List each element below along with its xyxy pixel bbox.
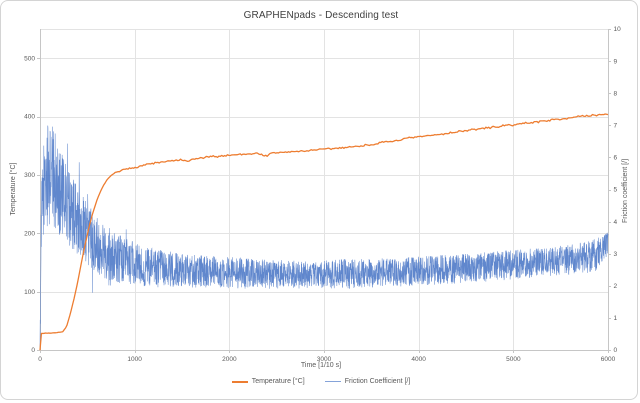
y-left-tick-label: 100 (24, 289, 35, 296)
x-tick-label: 5000 (506, 356, 521, 363)
legend-item-friction[interactable]: Friction Coefficient [/] (324, 378, 411, 385)
y-right-tick-label: 10 (614, 26, 622, 33)
y-left-tick-label: 400 (24, 114, 35, 121)
y-right-tick-label: 4 (614, 219, 618, 226)
y-right-tick-label: 9 (614, 58, 618, 65)
y-left-tick-label: 0 (31, 347, 35, 354)
y-right-tick-label: 5 (614, 187, 618, 194)
chart-title: GRAPHENpads - Descending test (243, 10, 399, 21)
legend-item-temperature[interactable]: Temperature [°C] (231, 378, 305, 385)
y-axis-title-left: Temperature [°C] (10, 162, 17, 216)
friction-line-swatch (324, 381, 341, 382)
gridlines (40, 29, 609, 350)
y-left-tick-label: 200 (24, 230, 35, 237)
y-axis-title-right: Friction coefficient [/] (622, 158, 629, 224)
temperature-series (39, 113, 609, 351)
y-left-tick-label: 500 (24, 55, 35, 62)
x-tick-label: 0 (38, 356, 42, 363)
y-right-tick-label: 3 (614, 251, 618, 258)
y-left-tick-label: 300 (24, 172, 35, 179)
legend: Temperature [°C] Friction Coefficient [/… (1, 378, 640, 385)
y-right-tick-label: 2 (614, 283, 618, 290)
temperature-line-swatch (231, 380, 248, 383)
x-tick-label: 6000 (601, 356, 616, 363)
y-right-tick-label: 8 (614, 90, 618, 97)
y-right-tick-label: 0 (614, 347, 618, 354)
x-tick-label: 2000 (222, 356, 237, 363)
x-tick-label: 4000 (411, 356, 426, 363)
x-axis-title: Time [1/10 s] (300, 362, 342, 369)
legend-label-friction: Friction Coefficient [/] (344, 378, 411, 385)
y-right-tick-label: 7 (614, 123, 618, 130)
x-tick-label: 1000 (127, 356, 142, 363)
x-tick-label: 3000 (317, 356, 332, 363)
legend-label-temperature: Temperature [°C] (251, 378, 305, 385)
friction-series (39, 125, 609, 348)
y-right-tick-label: 6 (614, 155, 618, 162)
y-right-tick-label: 1 (614, 315, 618, 322)
